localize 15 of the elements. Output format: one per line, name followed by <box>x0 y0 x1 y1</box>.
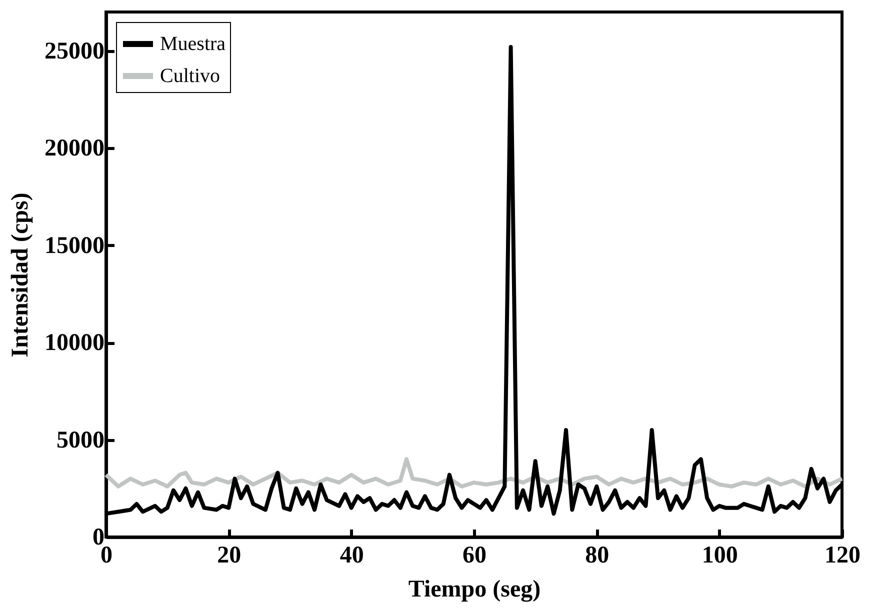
x-tick-label: 20 <box>217 542 242 568</box>
x-tick-label: 120 <box>824 542 860 568</box>
y-axis-title: Intensidad (cps) <box>8 192 34 358</box>
x-axis-title: Tiempo (seg) <box>408 576 541 602</box>
x-tick-label: 100 <box>702 542 738 568</box>
y-tick-label: 15000 <box>44 232 104 259</box>
x-tick-label: 40 <box>340 542 364 568</box>
y-tick-label: 25000 <box>44 38 104 64</box>
y-tick-label: 5000 <box>56 427 104 454</box>
legend-label: Cultivo <box>160 65 220 87</box>
y-tick-label: 10000 <box>44 330 104 356</box>
x-tick-label: 60 <box>462 542 486 568</box>
y-tick-label: 20000 <box>44 136 104 162</box>
x-tick-label: 80 <box>585 542 610 568</box>
legend-label: Muestra <box>160 33 226 55</box>
